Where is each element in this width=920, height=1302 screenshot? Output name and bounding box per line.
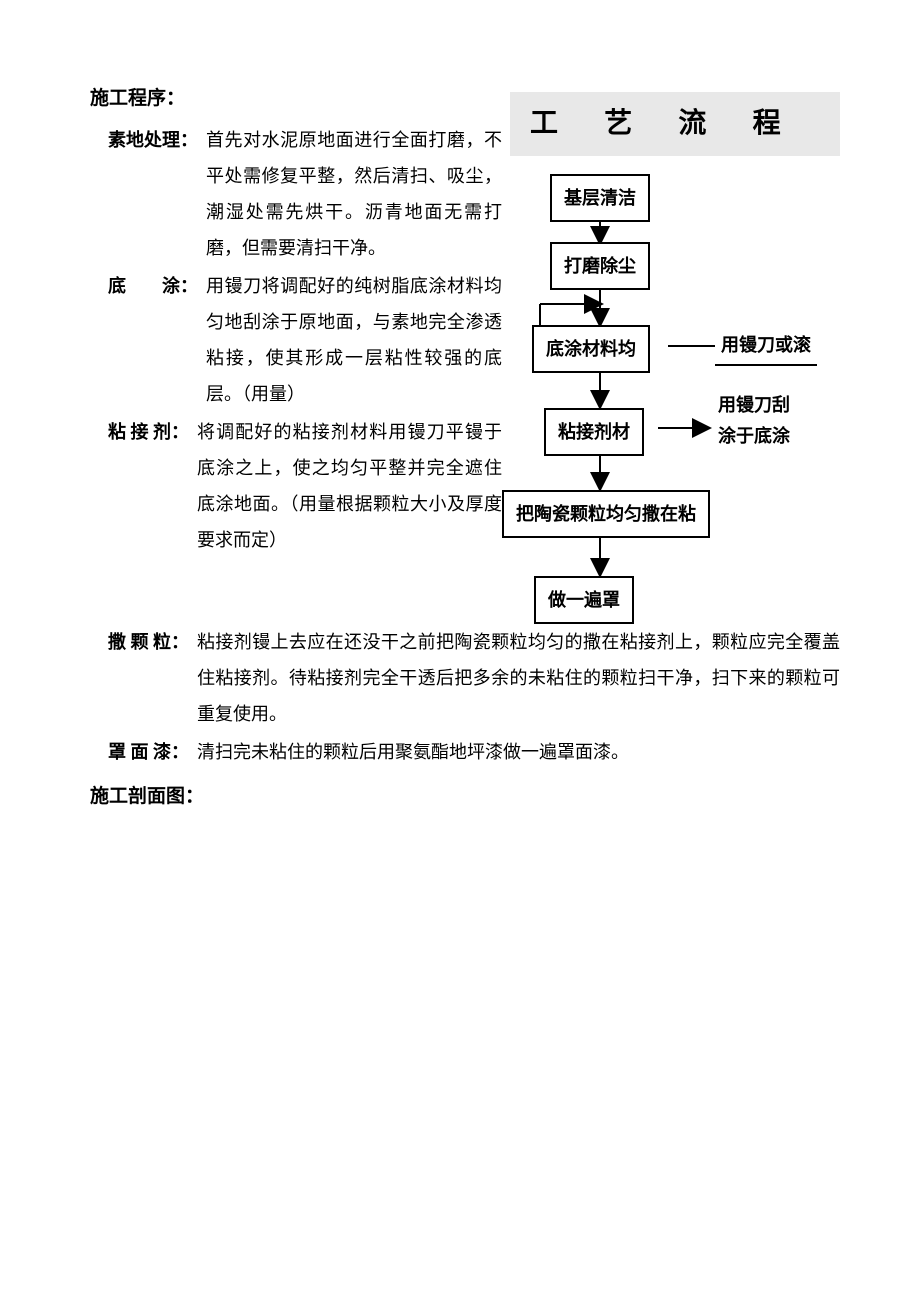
node-jiceng: 基层清洁 (550, 174, 650, 222)
diagram-title: 工 艺 流 程 (510, 92, 840, 156)
node-zhaomian: 做一遍罩 (534, 576, 634, 624)
section-ditu: 底 涂： 用镘刀将调配好的纯树脂底涂材料均匀地刮涂于原地面，与素地完全渗透 粘接… (90, 268, 502, 412)
heading-section-diagram: 施工剖面图： (90, 778, 840, 816)
label-zhaomian: 罩 面 漆： (108, 734, 189, 770)
node-damo: 打磨除尘 (550, 242, 650, 290)
node-taoci: 把陶瓷颗粒均匀撒在粘 (502, 490, 710, 538)
node-zhanji-side: 用镘刀刮 涂于底涂 (712, 388, 796, 453)
label-sakeli: 撒 颗 粒： (108, 624, 189, 660)
text-column: 素地处理： 首先对水泥原地面进行全面打磨，不平处需修复平整，然后清扫、吸尘，潮湿… (90, 122, 502, 560)
section-zhanjie: 粘 接 剂： 将调配好的粘接剂材料用镘刀平镘于底涂之上，使之均匀平整并完全遮住底… (90, 414, 502, 558)
label-ditu: 底 涂： (108, 268, 198, 304)
label-zhanjie: 粘 接 剂： (108, 414, 189, 450)
flowchart: 基层清洁 打磨除尘 底涂材料均 用镘刀或滚 粘接剂材 用镘刀刮 涂于底涂 把陶瓷… (510, 174, 840, 654)
node-ditu-side: 用镘刀或滚 (715, 325, 817, 366)
section-sudi: 素地处理： 首先对水泥原地面进行全面打磨，不平处需修复平整，然后清扫、吸尘，潮湿… (90, 122, 502, 266)
desc-sudi: 首先对水泥原地面进行全面打磨，不平处需修复平整，然后清扫、吸尘，潮湿处需先烘干。… (206, 122, 502, 266)
desc-ditu: 用镘刀将调配好的纯树脂底涂材料均匀地刮涂于原地面，与素地完全渗透 粘接，使其形成… (206, 268, 502, 412)
desc-zhaomian: 清扫完未粘住的颗粒后用聚氨酯地坪漆做一遍罩面漆。 (197, 734, 840, 770)
node-zhanji-side-1: 用镘刀刮 (718, 390, 790, 421)
section-zhaomian: 罩 面 漆： 清扫完未粘住的颗粒后用聚氨酯地坪漆做一遍罩面漆。 (90, 734, 840, 770)
desc-zhanjie: 将调配好的粘接剂材料用镘刀平镘于底涂之上，使之均匀平整并完全遮住底涂地面。（用量… (197, 414, 502, 558)
node-ditu: 底涂材料均 (532, 325, 650, 373)
content-wrap: 素地处理： 首先对水泥原地面进行全面打磨，不平处需修复平整，然后清扫、吸尘，潮湿… (90, 122, 840, 654)
node-zhanji-side-2: 涂于底涂 (718, 421, 790, 452)
diagram-column: 工 艺 流 程 基层清洁 打磨除尘 底涂材料均 用镘刀或滚 粘接剂材 用镘刀刮 … (510, 92, 840, 654)
node-zhanji: 粘接剂材 (544, 408, 644, 456)
label-sudi: 素地处理： (108, 122, 198, 158)
